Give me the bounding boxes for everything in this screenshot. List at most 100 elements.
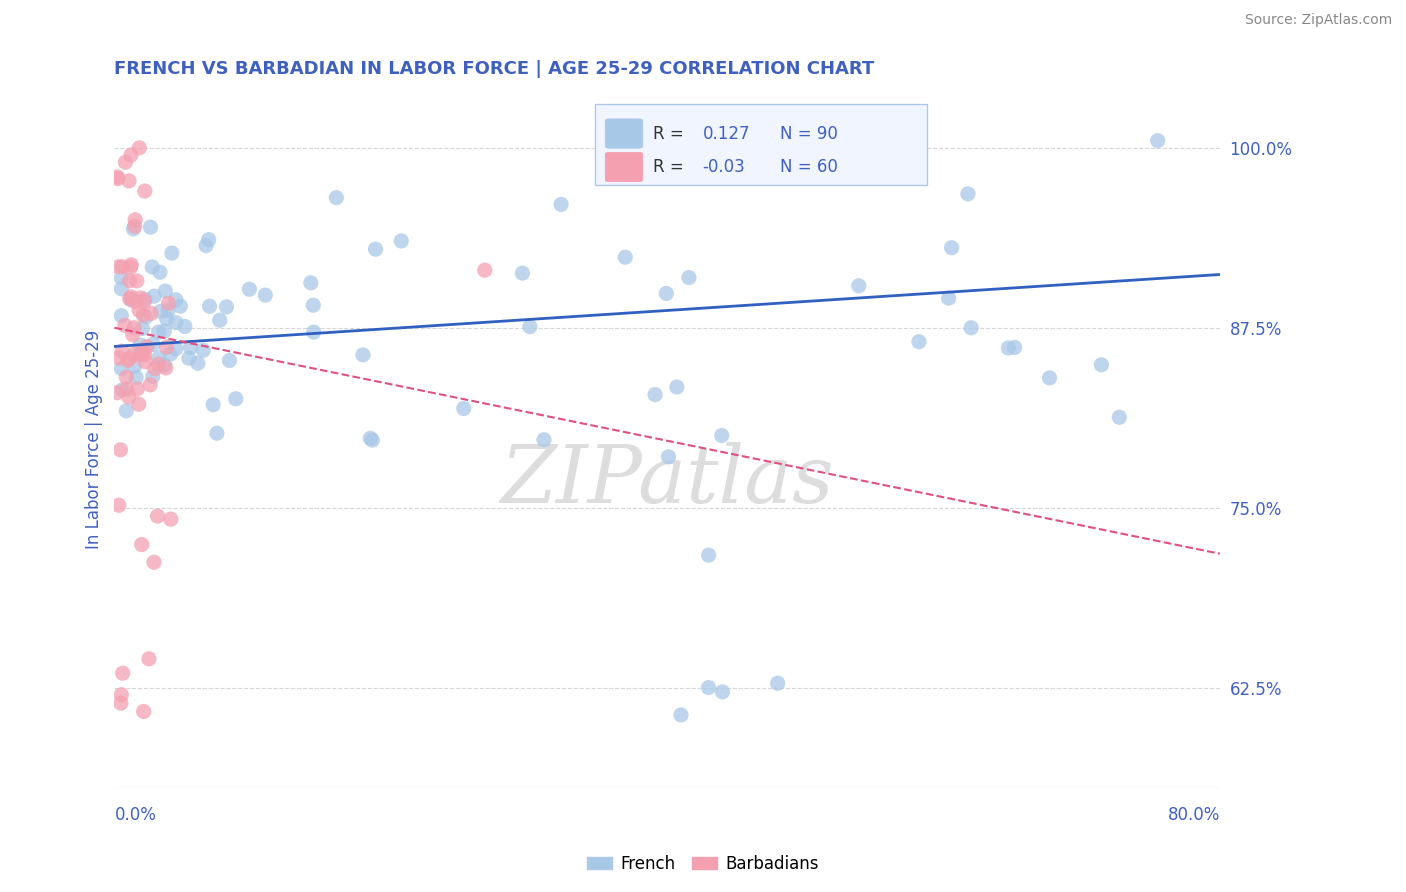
Point [177,351,200,366]
Point [143,289,166,303]
Text: 0.127: 0.127 [703,125,749,143]
Point [453,401,475,416]
Point [848,278,870,293]
Point [361,433,384,447]
Point [956,186,979,201]
Point [110,270,132,285]
Point [710,428,733,442]
Y-axis label: In Labor Force | Age 25-29: In Labor Force | Age 25-29 [86,330,103,549]
Point [215,300,238,314]
Point [697,548,720,562]
Point [132,705,155,719]
Point [669,707,692,722]
Text: 80.0%: 80.0% [1167,805,1220,823]
Point [118,174,141,188]
Point [218,353,240,368]
Point [519,319,541,334]
Point [302,298,325,312]
Point [1108,410,1130,425]
Point [143,361,166,376]
Point [124,212,146,227]
Point [114,318,136,333]
Point [120,290,142,304]
Text: FRENCH VS BARBADIAN IN LABOR FORCE | AGE 25-29 CORRELATION CHART: FRENCH VS BARBADIAN IN LABOR FORCE | AGE… [114,60,875,78]
Point [238,282,260,296]
Point [1090,358,1112,372]
Point [132,308,155,322]
Point [159,512,181,526]
Point [155,340,177,354]
Point [115,382,138,396]
Point [142,337,165,351]
Point [856,148,879,162]
Text: Source: ZipAtlas.com: Source: ZipAtlas.com [1244,13,1392,28]
Point [122,320,145,334]
Point [697,681,720,695]
Point [118,274,141,288]
Point [134,293,156,308]
Text: -0.03: -0.03 [703,158,745,176]
Point [138,652,160,666]
Text: R =: R = [652,158,689,176]
Point [134,184,156,198]
Point [657,450,679,464]
Point [118,351,141,366]
Point [165,293,187,307]
Point [115,370,138,384]
Point [108,498,131,512]
Point [997,341,1019,355]
Point [364,242,387,256]
Point [121,327,143,342]
Point [107,171,129,186]
Point [131,345,153,359]
Point [120,258,142,272]
Point [938,291,960,305]
Point [128,303,150,318]
Point [110,361,132,376]
Point [120,260,142,275]
Point [727,219,749,233]
Point [131,321,153,335]
Point [128,397,150,411]
FancyBboxPatch shape [605,119,643,148]
Point [129,291,152,305]
Point [120,293,142,307]
Point [614,250,637,264]
Point [134,292,156,306]
Point [107,260,129,274]
Point [135,310,157,325]
Point [105,169,128,184]
Point [299,276,322,290]
Point [125,274,148,288]
Point [141,260,163,274]
Point [1038,371,1060,385]
Point [115,404,138,418]
Point [117,353,139,368]
Point [941,241,963,255]
Point [146,509,169,524]
Point [225,392,247,406]
Point [118,390,141,404]
Point [120,148,142,162]
Point [159,347,181,361]
Point [165,316,187,330]
Point [754,216,776,230]
Point [129,348,152,362]
Point [766,676,789,690]
Point [155,361,177,376]
Point [352,348,374,362]
Text: R =: R = [652,125,689,143]
Point [134,354,156,368]
Point [1004,340,1026,354]
Point [110,688,132,702]
Point [389,234,412,248]
Point [960,320,983,334]
Point [127,382,149,396]
Text: N = 90: N = 90 [780,125,838,143]
Point [110,442,132,457]
Point [512,266,534,280]
Point [111,383,134,397]
Point [134,348,156,362]
Point [148,357,170,371]
Point [302,325,325,339]
